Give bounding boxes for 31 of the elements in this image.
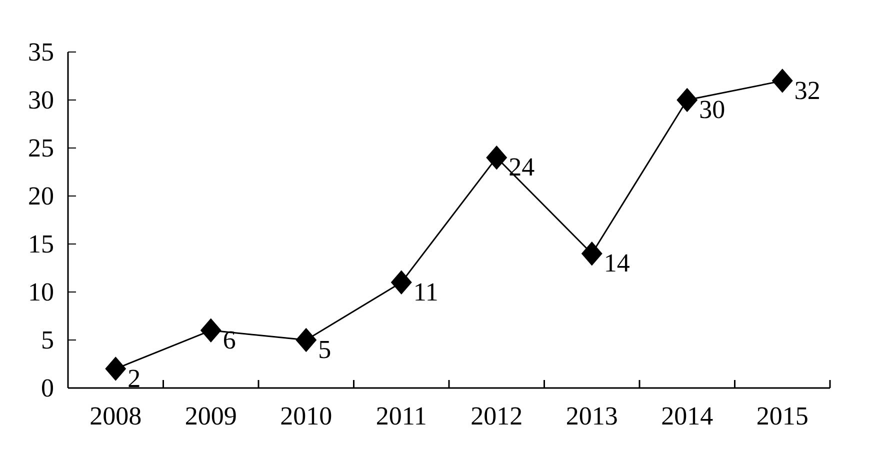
x-tick-label: 2013	[566, 401, 618, 430]
y-tick-label: 20	[28, 181, 54, 210]
data-label: 5	[318, 335, 332, 364]
point	[296, 328, 317, 352]
point	[581, 241, 602, 266]
y-tick-label: 35	[28, 37, 54, 66]
x-tick-label: 2011	[376, 401, 427, 430]
x-tick-label: 2010	[280, 401, 332, 430]
y-tick-label: 0	[41, 373, 54, 402]
x-tick-label: 2008	[90, 401, 142, 430]
point	[200, 318, 222, 343]
data-label: 30	[699, 95, 726, 124]
y-tick-label: 15	[28, 229, 54, 258]
x-tick-label: 2015	[756, 401, 808, 430]
point	[486, 145, 508, 170]
x-tick-label: 2009	[184, 401, 237, 430]
y-tick-label: 5	[41, 325, 54, 354]
x-tick-label: 2012	[470, 401, 523, 430]
data-label: 14	[604, 248, 630, 278]
data-label: 2	[128, 364, 141, 393]
point	[772, 68, 793, 93]
x-tick-label: 2014	[661, 401, 714, 430]
data-label: 24	[508, 152, 535, 182]
point	[676, 88, 698, 112]
y-tick-label: 30	[28, 85, 54, 114]
data-label: 11	[413, 277, 438, 306]
data-label: 32	[794, 76, 820, 105]
point	[390, 270, 412, 295]
y-tick-label: 10	[28, 277, 54, 306]
point	[105, 356, 126, 381]
y-tick-label: 25	[28, 133, 54, 162]
